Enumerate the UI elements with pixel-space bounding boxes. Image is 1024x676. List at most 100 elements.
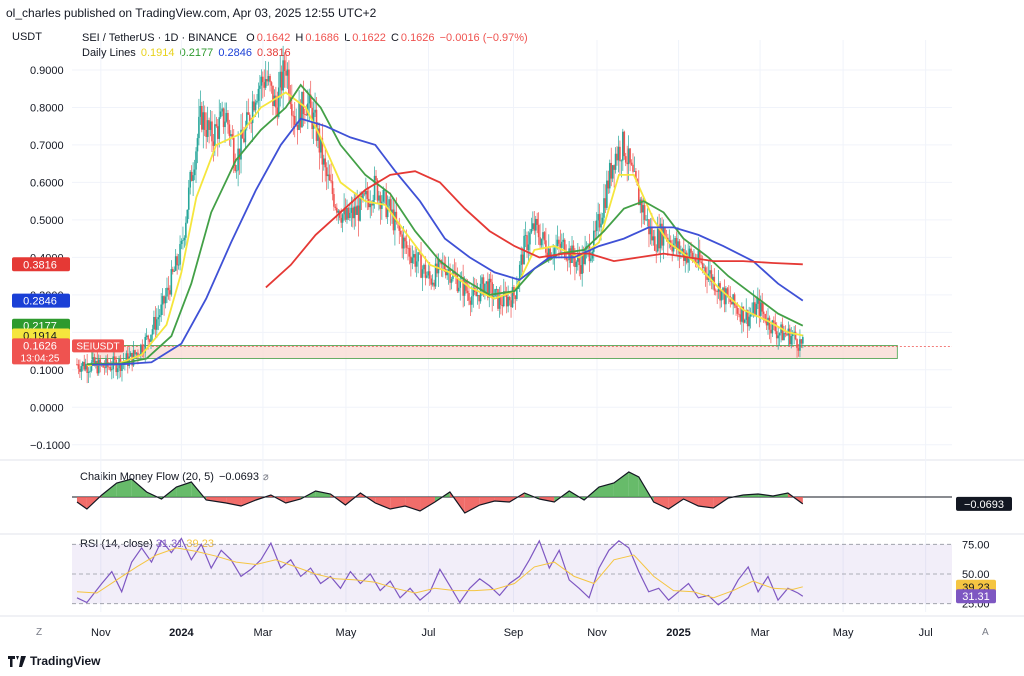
legend-title[interactable]: SEI / TetherUS · 1D · BINANCE <box>82 32 238 44</box>
candle-body <box>774 322 777 332</box>
candle-body <box>79 368 81 372</box>
candle-body <box>389 199 392 213</box>
candle-body <box>221 108 223 112</box>
candle-body <box>762 311 765 314</box>
candle-body <box>768 317 771 330</box>
candle-body <box>192 175 194 181</box>
candle-body <box>683 248 685 261</box>
candle-body <box>267 76 270 82</box>
candle-body <box>765 321 768 326</box>
candle-body <box>232 137 235 165</box>
candle-body <box>659 223 662 249</box>
candle-body <box>777 335 779 339</box>
cmf-positive-area <box>315 491 331 497</box>
candle-body <box>93 357 96 365</box>
candle-body <box>299 102 302 128</box>
eye-off-icon[interactable]: ⌀ <box>262 471 269 483</box>
x-tick-label: May <box>833 627 854 639</box>
candle-body <box>354 206 357 215</box>
candle-body <box>725 288 727 305</box>
footer-brand: TradingView <box>30 654 101 668</box>
candle-body <box>745 310 748 320</box>
candle-body <box>135 352 138 355</box>
candle-body <box>216 126 219 139</box>
candle-body <box>788 328 791 345</box>
candle-body <box>280 71 283 91</box>
candle-body <box>206 120 209 137</box>
candle-body <box>282 60 284 91</box>
candle-body <box>674 237 676 244</box>
change-value: −0.0016 (−0.97%) <box>439 32 528 44</box>
ma-red-line <box>265 170 803 289</box>
cmf-negative-area <box>76 497 87 509</box>
candle-body <box>331 181 334 195</box>
candle-body <box>633 171 636 172</box>
candle-body <box>444 269 447 276</box>
candle-body <box>794 331 797 340</box>
candle-body <box>543 232 546 241</box>
candle-body <box>205 129 207 137</box>
candle-body <box>642 205 644 213</box>
candle-body <box>484 283 486 295</box>
candle-body <box>189 171 192 188</box>
candle-body <box>675 237 678 249</box>
candle-body <box>305 114 308 116</box>
candle-body <box>549 248 552 260</box>
daily-lines-title[interactable]: Daily Lines <box>82 47 136 59</box>
candle-body <box>176 256 178 266</box>
ma-blue-value: 0.2846 <box>218 47 252 59</box>
candle-body <box>286 69 289 76</box>
candle-body <box>709 270 711 274</box>
candle-body <box>211 121 213 142</box>
candle-body <box>158 315 161 318</box>
candle-body <box>304 114 306 115</box>
candle-body <box>156 319 158 330</box>
candle-body <box>533 223 536 231</box>
log-scale-toggle[interactable]: Z <box>36 627 43 638</box>
candle-body <box>468 292 470 301</box>
candle-body <box>510 300 512 308</box>
candle-body <box>475 291 478 297</box>
candle-body <box>700 261 703 263</box>
candle-body <box>632 164 634 172</box>
symbol-tag-text: SEIUSDT <box>76 341 119 352</box>
cmf-title[interactable]: Chaikin Money Flow (20, 5) <box>80 471 214 483</box>
candle-body <box>594 230 597 232</box>
candle-body <box>401 234 403 249</box>
candle-body <box>412 254 415 258</box>
candle-body <box>410 256 412 264</box>
cmf-positive-area <box>569 491 585 500</box>
candle-body <box>97 359 100 374</box>
candle-body <box>722 287 724 291</box>
last-price-value: 0.1626 <box>23 340 57 352</box>
x-tick-label: Jul <box>421 627 435 639</box>
candle-body <box>195 151 197 170</box>
candle-body <box>507 296 509 307</box>
auto-scale-toggle[interactable]: A <box>982 627 989 638</box>
candle-body <box>733 294 736 306</box>
close-label: C <box>390 32 399 44</box>
candle-body <box>481 277 483 284</box>
candle-body <box>790 336 793 345</box>
candle-body <box>637 185 640 206</box>
candle-body <box>482 277 485 295</box>
candle-body <box>407 247 409 249</box>
candle-body <box>253 101 255 111</box>
candle-body <box>193 169 196 176</box>
candle-body <box>698 250 701 262</box>
candle-body <box>738 313 740 315</box>
candle-body <box>80 366 83 372</box>
candle-body <box>565 257 568 260</box>
candle-body <box>140 344 142 356</box>
cmf-value: −0.0693 <box>218 471 260 483</box>
candle-body <box>494 289 496 297</box>
candle-body <box>746 310 749 327</box>
candle-body <box>108 366 110 368</box>
candle-body <box>495 289 498 290</box>
ma-blue-line <box>91 117 804 366</box>
candle-body <box>208 120 210 130</box>
candle-body <box>341 214 344 223</box>
x-tick-label: Mar <box>751 627 770 639</box>
candle-body <box>456 275 459 292</box>
